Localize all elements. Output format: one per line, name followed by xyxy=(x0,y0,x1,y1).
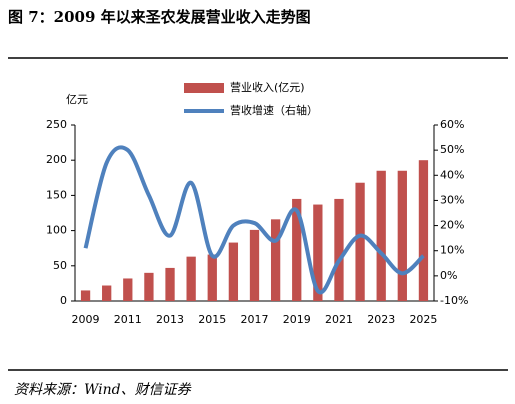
bar xyxy=(102,285,112,301)
bar xyxy=(249,229,260,301)
bar xyxy=(418,160,429,301)
x-tick-label: 2011 xyxy=(114,313,142,326)
y-axis-label: 亿元 xyxy=(66,93,88,106)
x-tick-label: 2013 xyxy=(156,313,184,326)
bar xyxy=(292,198,302,301)
x-tick-label: 2025 xyxy=(409,313,437,326)
bar xyxy=(207,254,217,301)
x-tick-label: 2009 xyxy=(72,313,100,326)
bar xyxy=(123,278,133,301)
bar xyxy=(313,204,323,301)
y-tick-label: 250 xyxy=(46,118,67,131)
bar xyxy=(80,290,91,301)
y-tick-label: 200 xyxy=(46,153,67,166)
y2-tick-label: 30% xyxy=(440,193,464,206)
bar xyxy=(144,272,154,301)
x-tick-label: 2017 xyxy=(241,313,269,326)
legend-swatch xyxy=(184,83,224,93)
y2-tick-label: 40% xyxy=(440,168,464,181)
line xyxy=(83,145,425,295)
bar xyxy=(228,242,239,301)
y2-tick-label: 10% xyxy=(440,244,464,257)
x-tick-label: 2015 xyxy=(198,313,226,326)
legend-label: 营业收入(亿元) xyxy=(230,80,305,94)
bar xyxy=(270,219,281,301)
y-tick-label: 150 xyxy=(46,188,67,201)
legend-label: 营收增速（右轴） xyxy=(230,103,318,117)
bar xyxy=(186,256,196,301)
source: 资料来源：Wind、财信证券 xyxy=(14,382,192,398)
y-tick-label: 100 xyxy=(46,224,67,237)
y2-tick-label: -10% xyxy=(440,294,468,307)
y2-tick-label: 60% xyxy=(440,118,464,131)
bar xyxy=(355,182,365,301)
y-tick-label: 50 xyxy=(53,259,67,272)
x-tick-label: 2021 xyxy=(325,313,353,326)
bar xyxy=(397,170,407,301)
bar xyxy=(376,170,386,301)
bar xyxy=(165,267,175,301)
x-tick-label: 2023 xyxy=(367,313,395,326)
y2-tick-label: 0% xyxy=(440,269,457,282)
page-title: 图 7：2009 年以来圣农发展营业收入走势图 xyxy=(8,8,311,26)
x-tick-label: 2019 xyxy=(283,313,311,326)
y2-tick-label: 50% xyxy=(440,143,464,156)
y-tick-label: 0 xyxy=(60,294,67,307)
y2-tick-label: 20% xyxy=(440,219,464,232)
bar xyxy=(334,198,344,301)
